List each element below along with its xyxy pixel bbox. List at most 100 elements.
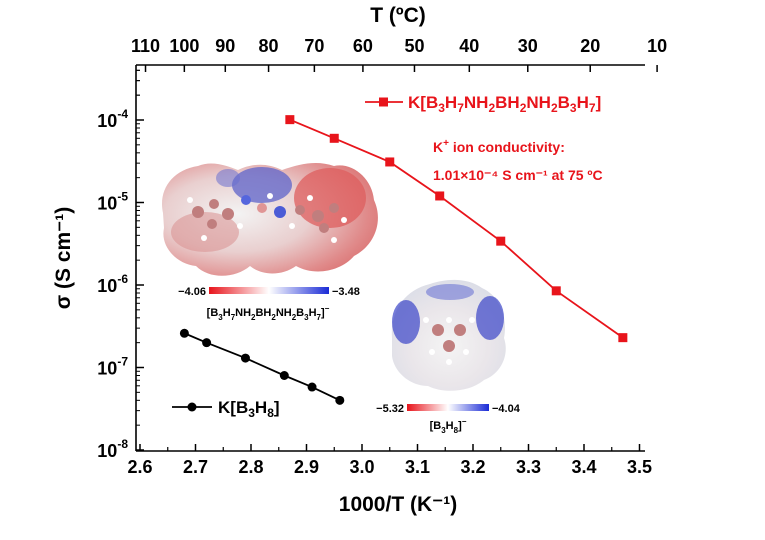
label-fragment: 7 — [589, 101, 596, 115]
label-fragment: 3 — [248, 406, 255, 420]
label-fragment: NH — [464, 93, 489, 112]
annotation-line-1-superscript: + — [443, 138, 449, 149]
top-tick-label: 70 — [304, 36, 324, 56]
legend-black-label: K[B3H8] — [218, 398, 280, 420]
data-point-circle — [202, 338, 212, 348]
large-anion-blue-region-2 — [216, 169, 240, 187]
large-anion-colorbar — [209, 287, 329, 294]
b3h8-anion-colorbar — [407, 404, 489, 411]
annotation-line-1: K+ ion conductivity: — [433, 138, 565, 155]
label-fragment: 3 — [441, 426, 446, 435]
label-fragment: 3 — [570, 101, 577, 115]
b3h8-anion-esp-inset: −5.32 −4.04 [B3H8]− — [376, 279, 521, 435]
label-fragment: NH — [276, 307, 292, 319]
x-tick-label: 2.7 — [183, 457, 208, 477]
top-tick-label: 90 — [215, 36, 235, 56]
label-fragment: ] — [274, 398, 280, 417]
label-fragment: 2 — [292, 313, 297, 322]
label-fragment: H — [255, 398, 267, 417]
x-tick-label: 3.2 — [460, 457, 485, 477]
b3h8-anion-blue-region-right — [476, 296, 504, 340]
b3h8-anion-colorbar-max: −4.04 — [492, 403, 521, 415]
label-fragment: K[B — [408, 93, 438, 112]
data-point-square — [385, 157, 395, 167]
label-fragment: 3 — [304, 313, 309, 322]
label-fragment: 2 — [251, 313, 256, 322]
label-fragment: [B — [430, 420, 442, 432]
label-fragment: − — [325, 304, 330, 313]
legend-black-marker — [187, 402, 197, 412]
top-tick-label: 10 — [647, 36, 667, 56]
label-fragment: H — [223, 307, 231, 319]
data-point-square — [329, 133, 339, 143]
annotation-line-1-prefix: K — [433, 139, 443, 155]
label-fragment: 2 — [488, 101, 495, 115]
top-tick-label: 110 — [131, 36, 160, 56]
label-fragment: 2 — [551, 101, 558, 115]
b3h8-anion-colorbar-min: −5.32 — [376, 403, 404, 415]
label-fragment: 8 — [454, 426, 459, 435]
label-fragment: ] — [321, 307, 325, 319]
large-anion-label: [B3H7NH2BH2NH2B3H7]− — [207, 304, 330, 322]
y-tick-base: 10 — [97, 194, 117, 214]
data-point-square — [618, 333, 628, 343]
annotation-line-1-suffix: ion conductivity: — [449, 139, 565, 155]
x-tick-label: 3.1 — [405, 457, 430, 477]
label-fragment: H — [446, 420, 454, 432]
legend-red-marker — [379, 97, 388, 107]
data-series — [179, 115, 628, 405]
label-fragment: NH — [235, 307, 251, 319]
label-fragment: H — [309, 307, 317, 319]
label-fragment: 7 — [317, 313, 322, 322]
top-tick-label: 20 — [580, 36, 600, 56]
data-point-circle — [240, 353, 250, 363]
top-tick-label: 40 — [459, 36, 479, 56]
label-fragment: BH — [255, 307, 271, 319]
data-point-circle — [307, 382, 317, 392]
data-point-circle — [335, 395, 345, 405]
y-axis-ticks: 10-410-510-610-710-8 — [97, 69, 144, 461]
y-tick-label: 10-6 — [97, 272, 128, 296]
legend-red-label: K[B3H7NH2BH2NH2B3H7] — [408, 93, 601, 115]
label-fragment: ] — [596, 93, 602, 112]
x-tick-label: 2.6 — [127, 457, 152, 477]
b3h8-anion-molecule — [423, 317, 475, 365]
label-fragment: 8 — [267, 406, 274, 420]
large-anion-red-region — [294, 168, 366, 228]
label-fragment: 3 — [218, 313, 223, 322]
b3h8-anion-surface — [391, 279, 506, 391]
large-anion-molecule — [187, 193, 347, 243]
b3h8-anion-label: [B3H8]− — [430, 417, 467, 435]
data-point-square — [496, 236, 506, 246]
label-fragment: [B — [207, 307, 219, 319]
top-tick-label: 100 — [169, 36, 199, 56]
x-axis-title: 1000/T (K⁻¹) — [339, 493, 457, 516]
label-fragment: 2 — [271, 313, 276, 322]
large-anion-colorbar-min: −4.06 — [178, 286, 206, 298]
label-fragment: 2 — [520, 101, 527, 115]
data-point-square — [551, 286, 561, 296]
top-tick-label: 50 — [404, 36, 424, 56]
label-fragment: − — [462, 417, 467, 426]
legend-red: K[B3H7NH2BH2NH2B3H7] — [365, 93, 601, 115]
y-tick-base: 10 — [97, 276, 117, 296]
plot-frame — [135, 64, 645, 452]
label-fragment: 3 — [438, 101, 445, 115]
y-tick-base: 10 — [97, 359, 117, 379]
x-tick-label: 3.3 — [516, 457, 541, 477]
y-axis-title: σ (S cm⁻¹) — [52, 207, 75, 309]
annotation-line-2: 1.01×10⁻⁴ S cm⁻¹ at 75 ºC — [433, 167, 603, 183]
label-fragment: B — [296, 307, 304, 319]
label-fragment: K[B — [218, 398, 248, 417]
large-anion-colorbar-max: −3.48 — [332, 286, 360, 298]
label-fragment: NH — [526, 93, 551, 112]
y-tick-label: 10-5 — [97, 190, 128, 214]
large-anion-blue-region — [232, 167, 292, 203]
x-axis-ticks: 2.6 2.7 2.8 2.9 3.0 3.1 3.2 3.3 3.4 3.5 — [127, 444, 652, 477]
top-axis-ticks: 110 100 90 80 70 60 50 40 30 20 10 — [131, 36, 667, 72]
label-fragment: B — [558, 93, 570, 112]
label-fragment: H — [445, 93, 457, 112]
data-point-square — [435, 191, 445, 201]
y-tick-exponent: -8 — [117, 437, 128, 451]
